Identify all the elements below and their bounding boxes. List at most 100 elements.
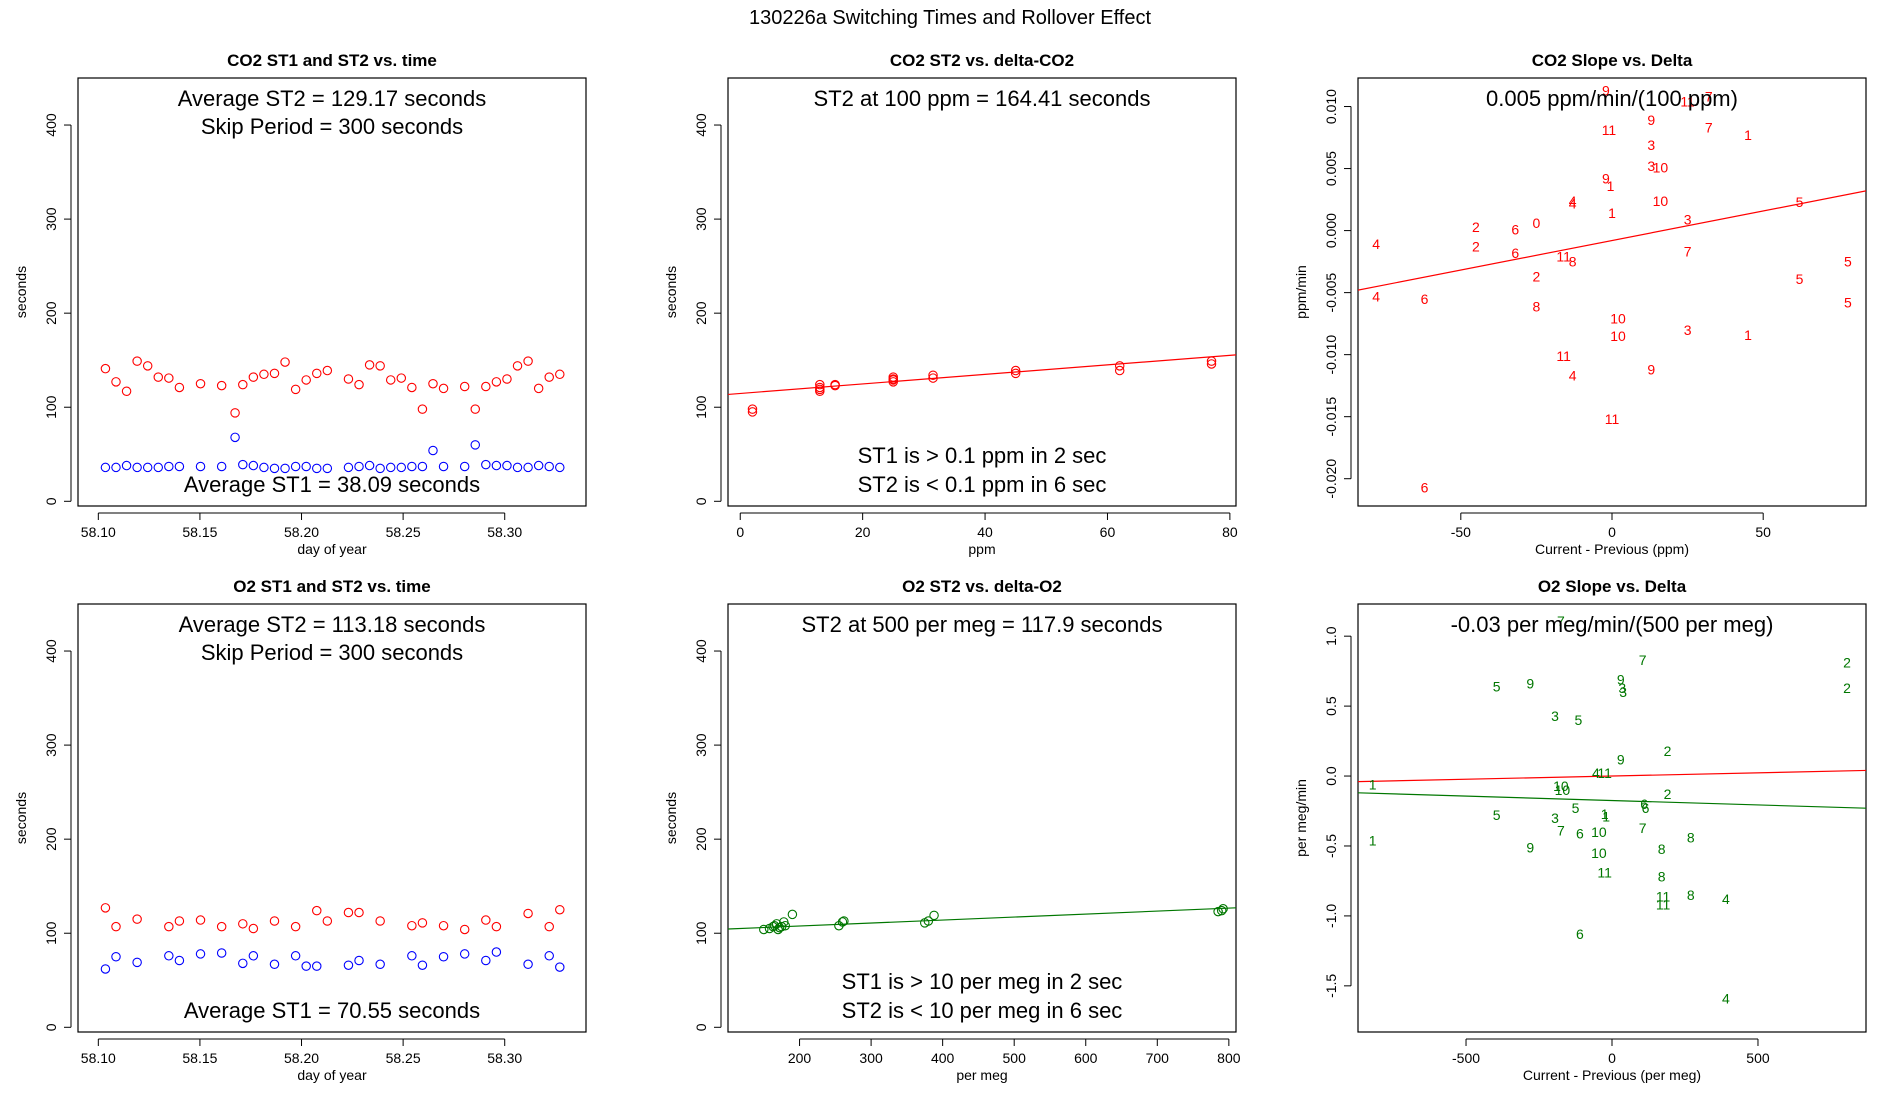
data-point <box>1206 356 1217 366</box>
point-label: 3 <box>1619 684 1627 700</box>
data-point <box>259 369 269 380</box>
x-axis-label: Current - Previous (ppm) <box>1535 541 1689 557</box>
data-point <box>248 923 259 934</box>
data-point <box>174 382 185 393</box>
point-label: 5 <box>1493 679 1501 695</box>
data-point <box>354 461 364 472</box>
x-axis: 58.10 58.15 58.20 58.25 58.30 day of year <box>81 512 522 557</box>
y-axis: -1.5 -1.0 -0.5 0.0 0.5 1.0 per meg/min <box>1293 626 1352 998</box>
point-label: 11 <box>1656 897 1671 913</box>
data-point <box>195 949 206 959</box>
data-point <box>259 462 269 473</box>
x-axis: 200 300 400 500 600 700 800 per meg <box>788 1038 1241 1083</box>
point-label: 7 <box>1639 820 1647 836</box>
data-point <box>216 921 227 932</box>
data-point <box>1218 904 1228 914</box>
y-tick-label: 300 <box>693 207 709 231</box>
point-label: 4 <box>1372 236 1380 252</box>
x-tick-label: 58.20 <box>284 1050 319 1066</box>
y-tick-label: 100 <box>43 395 59 419</box>
point-label: 6 <box>1421 479 1429 495</box>
data-point <box>533 383 544 394</box>
y-tick-label: 200 <box>43 301 59 325</box>
point-label: 2 <box>1472 219 1480 235</box>
y-axis: -0.020 -0.015 -0.010 -0.005 0.000 0.005 0.010 p… <box>1293 89 1352 499</box>
data-point <box>481 955 491 966</box>
data-point <box>343 907 354 918</box>
annotation: Average ST1 = 38.09 seconds <box>184 472 480 497</box>
data-point <box>544 372 554 382</box>
y-axis-label: ppm/min <box>1293 265 1309 319</box>
data-point <box>301 961 311 971</box>
y-tick-label: -0.010 <box>1323 335 1339 375</box>
y-axis-label: per meg/min <box>1293 779 1309 857</box>
data-point <box>322 365 333 376</box>
data-point <box>837 917 848 927</box>
x-tick-label: -50 <box>1451 524 1471 540</box>
point-label: 1 <box>1744 327 1752 343</box>
data-point <box>375 916 385 926</box>
point-label: 5 <box>1844 295 1852 311</box>
data-point <box>438 383 449 394</box>
point-label: 1 <box>1369 832 1377 848</box>
plot-frame <box>1357 77 1867 507</box>
chart-panel-5: O2 ST2 vs. delta-O2 200 300 400 500 600 700 800… <box>663 577 1241 1083</box>
point-label: 10 <box>1591 824 1607 840</box>
point-label: 10 <box>1555 782 1571 798</box>
point-label: 7 <box>1705 120 1713 136</box>
x-axis-label: per meg <box>956 1067 1007 1083</box>
point-label: 6 <box>1640 796 1648 812</box>
data-point <box>787 909 798 920</box>
y-tick-label: 0.5 <box>1323 696 1339 716</box>
data-point <box>815 379 825 390</box>
data-point <box>417 461 428 472</box>
data-point <box>544 921 554 932</box>
data-point <box>470 404 481 414</box>
point-label: 7 <box>1639 652 1647 668</box>
data-point <box>174 461 185 472</box>
chart-panel-6: O2 Slope vs. Delta -500 0 500 Current - Prev… <box>1293 577 1867 1083</box>
point-label: 7 <box>1705 89 1713 105</box>
data-point <box>216 380 227 391</box>
data-point <box>290 951 301 961</box>
point-label: 10 <box>1610 328 1626 344</box>
x-axis-label: ppm <box>968 541 995 557</box>
x-tick-label: 40 <box>977 524 993 540</box>
figure-title: 130226a Switching Times and Rollover Eff… <box>749 7 1152 29</box>
data-point <box>1114 361 1125 371</box>
data-point <box>839 916 849 926</box>
data-point <box>375 361 385 371</box>
point-label: 2 <box>1664 743 1672 759</box>
annotation: -0.03 per meg/min/(500 per meg) <box>1451 612 1774 637</box>
data-point <box>481 459 491 470</box>
point-label: 11 <box>1556 348 1571 364</box>
point-label: 2 <box>1664 786 1672 802</box>
x-tick-label: 800 <box>1217 1050 1241 1066</box>
data-point <box>375 463 385 474</box>
x-tick-label: 400 <box>931 1050 955 1066</box>
x-tick-label: 58.25 <box>386 1050 421 1066</box>
data-point <box>1216 905 1227 916</box>
data-point <box>1010 368 1021 379</box>
y-tick-label: 0 <box>693 1023 709 1031</box>
data-point <box>1206 359 1217 369</box>
data-point <box>396 462 407 473</box>
y-tick-label: 100 <box>43 921 59 945</box>
y-tick-label: 0.0 <box>1323 766 1339 786</box>
data-point <box>385 462 396 473</box>
x-axis: -50 0 50 Current - Previous (ppm) <box>1451 512 1771 557</box>
data-point <box>747 407 758 417</box>
point-label: 11 <box>1605 411 1620 427</box>
point-label: 3 <box>1684 211 1692 227</box>
data-point <box>830 380 840 391</box>
x-tick-label: 80 <box>1222 524 1238 540</box>
data-point <box>290 384 301 395</box>
point-label: 0 <box>1533 215 1541 231</box>
point-label: 1 <box>1744 127 1752 143</box>
point-label: 9 <box>1617 672 1625 688</box>
x-tick-label: 700 <box>1146 1050 1170 1066</box>
y-axis-label: seconds <box>13 266 29 318</box>
y-tick-label: 0 <box>693 497 709 505</box>
point-label: 6 <box>1511 221 1519 237</box>
plot-area <box>728 354 1236 417</box>
